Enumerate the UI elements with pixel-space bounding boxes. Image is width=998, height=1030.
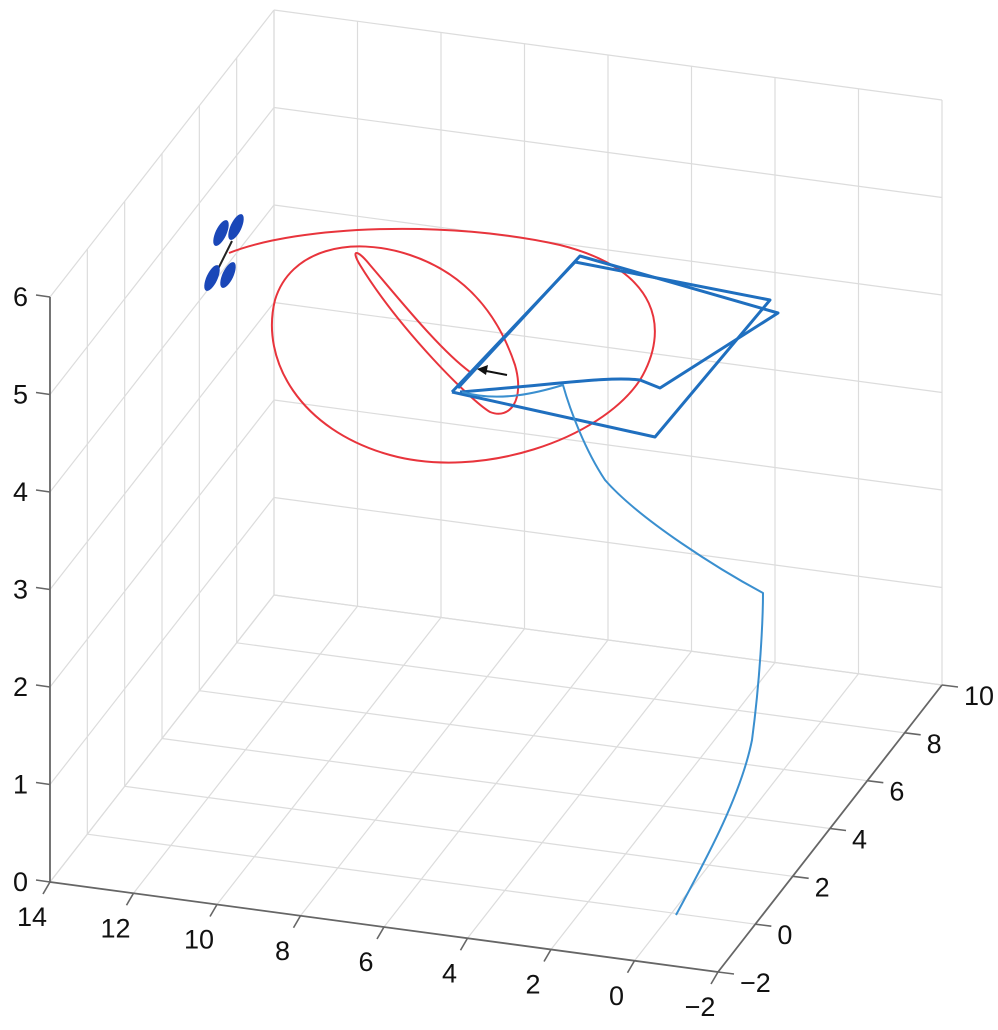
floor-grid-y xyxy=(124,785,793,877)
z-tick-label: 2 xyxy=(13,672,28,702)
quadrotor-icon xyxy=(204,214,244,291)
z-tick-label: 5 xyxy=(13,380,28,410)
y-tick xyxy=(941,684,959,688)
x-tick-label: 8 xyxy=(275,936,290,966)
x-tick xyxy=(125,892,135,906)
z-tick xyxy=(35,879,51,883)
x-tick xyxy=(209,904,218,917)
x-tick xyxy=(376,926,385,940)
y-tick xyxy=(792,875,809,880)
back-wall-grid-z xyxy=(273,204,943,296)
left-wall-grid-z xyxy=(49,497,275,785)
y-tick-label: −2 xyxy=(740,968,771,998)
x-tick xyxy=(626,960,636,974)
z-tick xyxy=(35,489,51,493)
floor-grid-y xyxy=(199,690,868,782)
x-tick xyxy=(543,949,552,962)
y-tick-label: 2 xyxy=(815,872,830,902)
direction-arrow-icon xyxy=(477,365,508,376)
z-tick-label: 6 xyxy=(13,282,28,312)
grid-lines xyxy=(49,9,943,973)
floor-grid-y xyxy=(161,737,831,830)
x-tick-label: 10 xyxy=(184,925,214,955)
y-tick xyxy=(755,923,772,927)
back-wall-grid-z xyxy=(273,106,943,199)
back-wall-grid-z xyxy=(273,9,943,101)
x-tick xyxy=(42,881,51,895)
red-trajectory xyxy=(228,227,656,464)
x-tick-label: 6 xyxy=(358,947,373,977)
x-tick xyxy=(710,971,719,985)
y-tick-label: 4 xyxy=(852,824,867,854)
z-tick xyxy=(35,294,51,298)
y-tick-label: 10 xyxy=(964,681,994,711)
x-tick-label: 12 xyxy=(100,913,130,943)
blue-rectangle-loop-2 xyxy=(456,254,780,394)
floor-grid-y xyxy=(236,642,905,734)
z-tick xyxy=(35,586,51,591)
x-tick xyxy=(459,937,469,951)
y-tick-label: 8 xyxy=(927,729,942,759)
x-tick-label: −2 xyxy=(685,992,716,1022)
x-tick-label: 14 xyxy=(17,902,47,932)
axes xyxy=(35,294,959,985)
z-tick xyxy=(35,684,51,688)
markers xyxy=(204,214,508,376)
left-wall-grid-z xyxy=(49,204,275,493)
floor-grid-y xyxy=(87,833,756,925)
x-tick xyxy=(292,915,302,929)
y-tick xyxy=(829,827,847,832)
left-wall-grid-z xyxy=(49,9,275,298)
blue-approach xyxy=(461,384,764,916)
y-tick-label: 0 xyxy=(777,920,792,950)
left-wall-grid-z xyxy=(49,107,275,395)
y-tick xyxy=(717,971,735,975)
z-tick-label: 3 xyxy=(13,575,28,605)
trajectories xyxy=(228,227,780,916)
z-tick-label: 0 xyxy=(13,867,28,897)
back-wall-grid-z xyxy=(273,496,943,589)
back-wall-grid-z xyxy=(273,594,943,686)
x-tick-label: 4 xyxy=(442,958,457,988)
z-tick-label: 4 xyxy=(13,477,28,507)
left-wall-grid-z xyxy=(49,302,275,590)
back-wall-grid-z xyxy=(273,301,943,394)
y-tick-label: 6 xyxy=(889,777,904,807)
left-wall-grid-z xyxy=(49,594,275,883)
z-tick xyxy=(35,781,51,786)
z-tick-label: 1 xyxy=(13,770,28,800)
y-tick xyxy=(904,732,921,736)
x-tick-label: 0 xyxy=(609,981,624,1011)
y-tick xyxy=(867,779,884,784)
z-tick xyxy=(35,391,51,396)
back-wall-grid-z xyxy=(273,399,943,491)
left-wall-grid-z xyxy=(49,399,275,688)
x-tick-label: 2 xyxy=(525,970,540,1000)
